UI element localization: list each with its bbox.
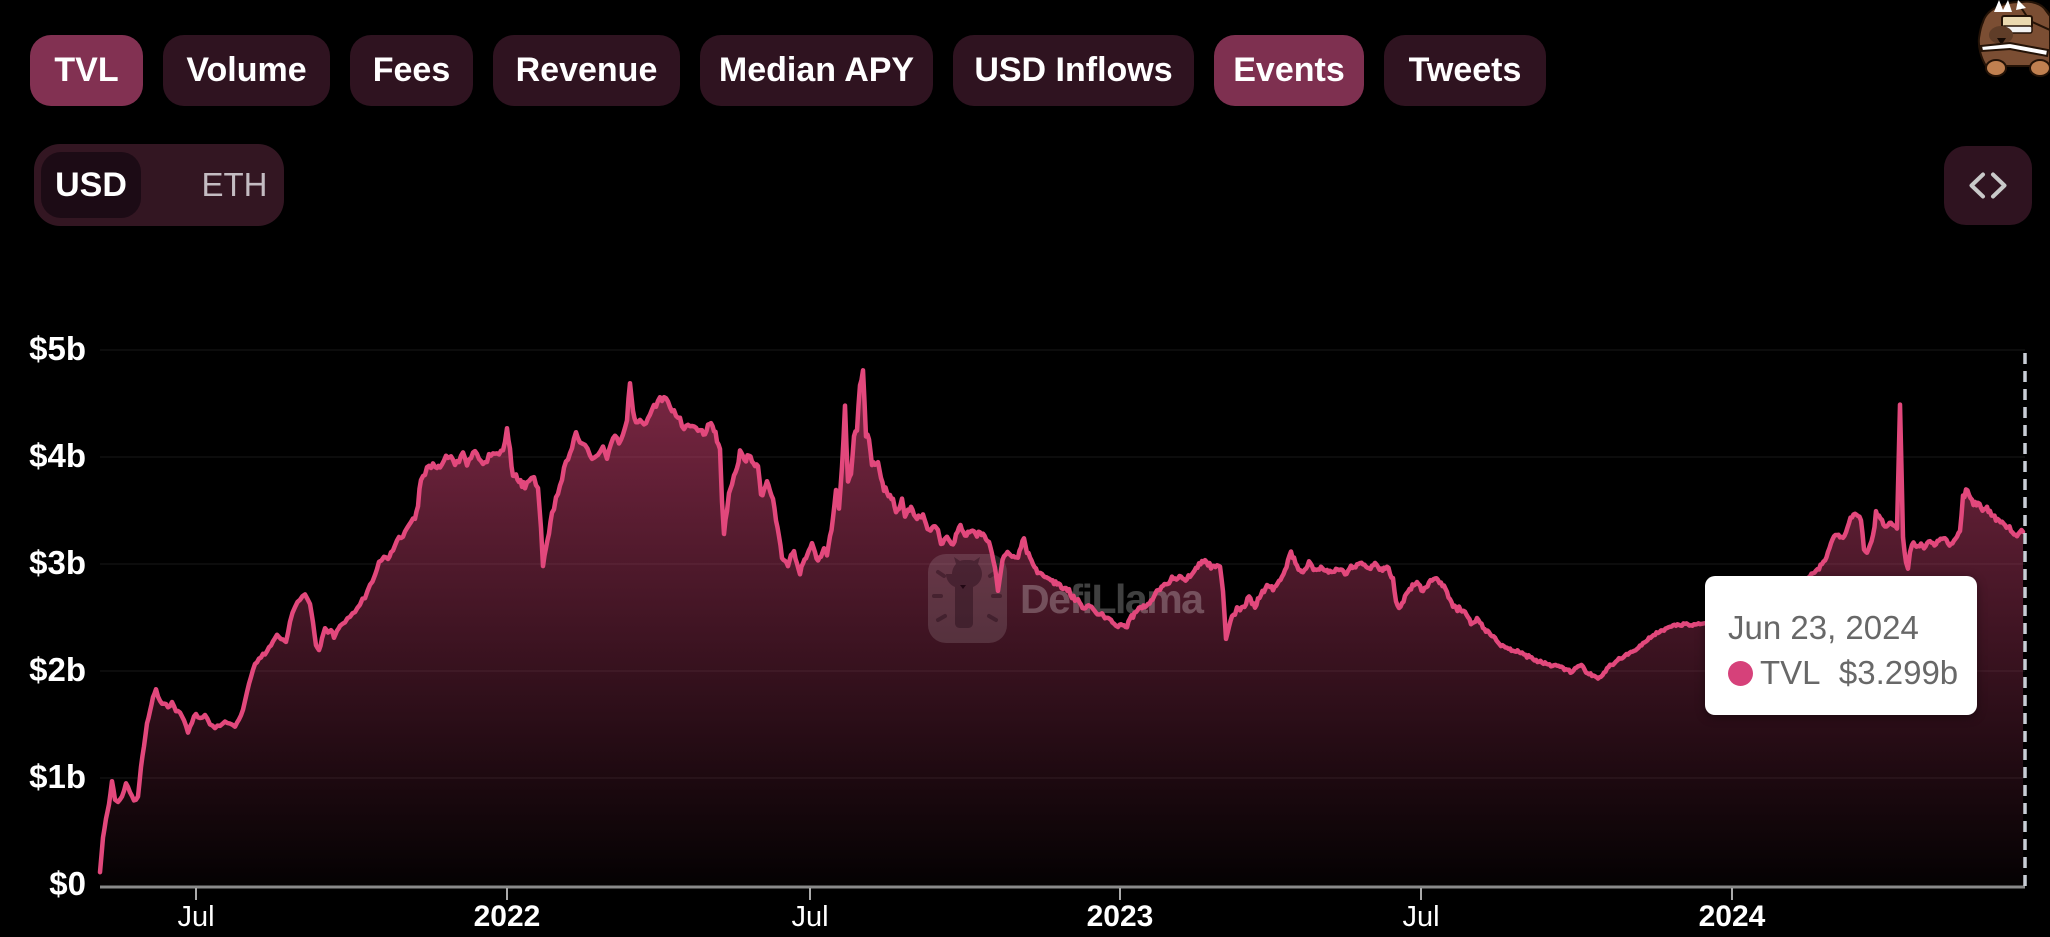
svg-text:Jul: Jul [1402,901,1439,933]
svg-text:Jul: Jul [177,901,214,933]
svg-text:$5b: $5b [29,330,86,367]
svg-text:$2b: $2b [29,651,86,688]
svg-text:DefiLlama: DefiLlama [1020,576,1205,622]
svg-text:2023: 2023 [1087,900,1154,933]
svg-text:$1b: $1b [29,758,86,795]
svg-text:Jul: Jul [791,901,828,933]
svg-text:2024: 2024 [1699,900,1766,933]
svg-text:$3b: $3b [29,544,86,581]
svg-text:2022: 2022 [474,900,541,933]
svg-text:$4b: $4b [29,437,86,474]
svg-text:$0: $0 [49,865,86,902]
